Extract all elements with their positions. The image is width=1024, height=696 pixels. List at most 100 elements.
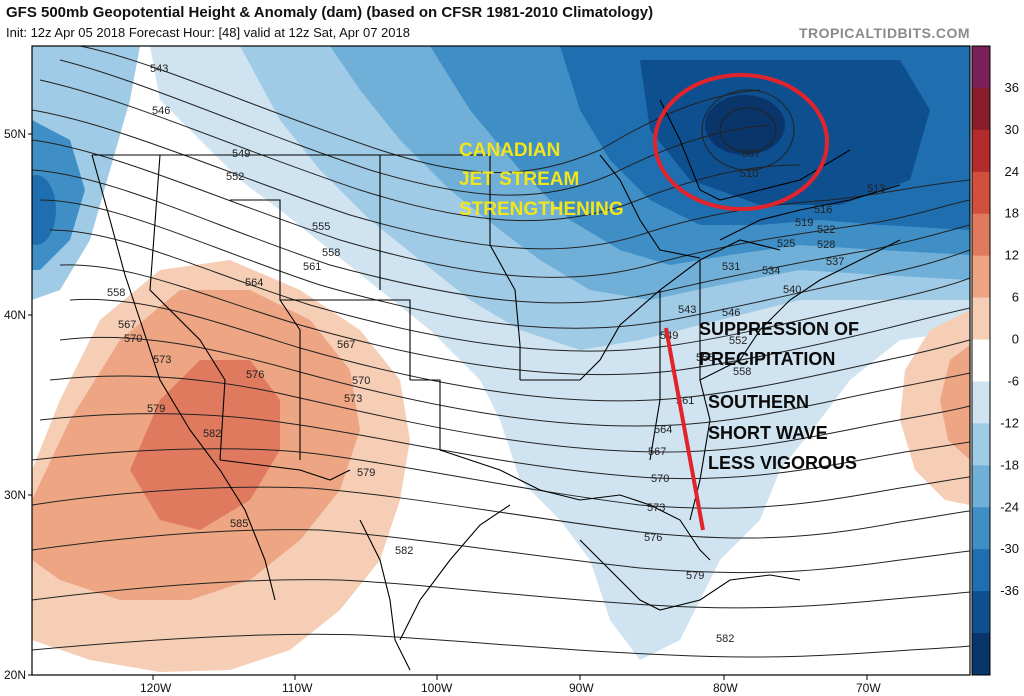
shortwave-axis-line — [664, 327, 705, 531]
contour-label: 552 — [226, 171, 244, 183]
contour-label: 573 — [344, 393, 362, 405]
map-title: GFS 500mb Geopotential Height & Anomaly … — [6, 4, 654, 21]
contour-label: 540 — [783, 284, 801, 296]
colorbar-segment — [972, 507, 990, 550]
contour-label: 585 — [230, 518, 248, 530]
colorbar-tick-label: -18 — [1000, 457, 1019, 472]
contour-label: 513 — [867, 183, 885, 195]
contour-label: 579 — [147, 403, 165, 415]
contour-label: 582 — [203, 428, 221, 440]
contour-label: 573 — [647, 502, 665, 514]
lon-label-100w: 100W — [421, 681, 453, 695]
colorbar-tick-label: -6 — [1007, 373, 1019, 388]
contour-label: 582 — [716, 633, 734, 645]
jet-stream-annotation: CANADIAN JET STREAM STRENGTHENING — [459, 140, 624, 220]
contour-label: 555 — [696, 352, 714, 364]
colorbar-segment — [972, 297, 990, 341]
lon-label-120w: 120W — [140, 681, 172, 695]
contour-label: 567 — [648, 446, 666, 458]
jet-annotation-line-2: JET STREAM — [459, 169, 579, 190]
contour-label: 546 — [152, 105, 170, 117]
contour-label: 555 — [312, 221, 330, 233]
lon-label-110w: 110W — [282, 681, 313, 695]
colorbar-tick-label: -30 — [1000, 541, 1019, 556]
contour-label: 564 — [654, 424, 672, 436]
jet-annotation-line-1: CANADIAN — [459, 140, 560, 161]
contour-label: 552 — [729, 335, 747, 347]
negative-anomaly-core — [640, 60, 930, 205]
colorbar-segment — [972, 213, 990, 257]
colorbar-tick-label: 0 — [1012, 332, 1019, 347]
colorbar-tick-label: -12 — [1000, 415, 1019, 430]
suppression-annotation: SUPPRESSION OF PRECIPITATION — [699, 319, 859, 369]
suppression-annotation-line-1: SUPPRESSION OF — [699, 319, 859, 339]
contour-label: 549 — [232, 148, 250, 160]
colorbar-tick-label: -24 — [1000, 499, 1019, 514]
jet-annotation-line-3: STRENGTHENING — [459, 199, 624, 220]
colorbar-tick-label: 30 — [1005, 122, 1019, 137]
colorbar-tick-label: 36 — [1005, 80, 1019, 95]
colorbar-segment — [972, 591, 990, 634]
suppression-annotation-line-2: PRECIPITATION — [699, 349, 835, 369]
shortwave-annotation-line-2: SHORT WAVE — [708, 423, 828, 443]
contour-label: 579 — [686, 570, 704, 582]
contour-label: 561 — [303, 261, 321, 273]
colorbar-tick-labels: 36 30 24 18 12 6 0 -6 -12 -18 -24 -30 -36 — [1000, 80, 1019, 598]
lat-label-50n: 50N — [4, 127, 26, 141]
geography-lines — [91, 99, 901, 671]
lon-label-70w: 70W — [856, 681, 881, 695]
contour-label: 525 — [777, 238, 795, 250]
contour-label: 573 — [153, 354, 171, 366]
lat-label-40n: 40N — [4, 308, 26, 322]
contour-label: 546 — [722, 307, 740, 319]
map-subtitle: Init: 12z Apr 05 2018 Forecast Hour: [48… — [6, 25, 410, 40]
colorbar-segment — [972, 549, 990, 592]
contour-labels: 543 546 549 552 555 558 561 564 558 567 … — [107, 63, 885, 645]
lat-label-30n: 30N — [4, 488, 26, 502]
colorbar-frame — [971, 45, 991, 676]
contour-label: 564 — [245, 277, 263, 289]
contour-label: 516 — [814, 204, 832, 216]
contour-label: 522 — [817, 224, 835, 236]
colorbar-segment — [972, 633, 990, 676]
contour-label: 510 — [740, 168, 758, 180]
contour-label: 582 — [395, 545, 413, 557]
lon-label-80w: 80W — [713, 681, 738, 695]
colorbar-tick-label: -36 — [1000, 583, 1019, 598]
contour-label: 507 — [742, 148, 760, 160]
atlantic-positive-anomaly-core — [940, 345, 970, 460]
colorbar-tick-label: 6 — [1012, 290, 1019, 305]
pacific-low-center — [32, 175, 56, 245]
contour-label: 543 — [150, 63, 168, 75]
contour-label: 558 — [322, 247, 340, 259]
negative-anomaly-center — [705, 95, 785, 155]
shortwave-annotation-line-3: LESS VIGOROUS — [708, 453, 857, 473]
contour-label: 528 — [817, 239, 835, 251]
contour-label: 558 — [733, 366, 751, 378]
colorbar-segment — [972, 87, 990, 131]
height-contours — [32, 46, 970, 658]
colorbar-segment — [972, 465, 990, 508]
colorbar-tick-label: 24 — [1005, 164, 1019, 179]
colorbar-segment — [972, 423, 990, 466]
longitude-labels: 120W 110W 100W 90W 80W 70W — [140, 675, 881, 695]
lon-label-90w: 90W — [569, 681, 594, 695]
contour-label: 570 — [651, 473, 669, 485]
contour-label: 537 — [826, 256, 844, 268]
colorbar-segment — [972, 129, 990, 173]
brand-watermark: TROPICALTIDBITS.COM — [798, 25, 970, 41]
contour-label: 570 — [124, 333, 142, 345]
contour-label: 558 — [107, 287, 125, 299]
contour-label: 579 — [357, 467, 375, 479]
map-frame — [31, 45, 971, 676]
contour-label: 576 — [644, 532, 662, 544]
colorbar-tick-label: 18 — [1005, 206, 1019, 221]
colorbar-segment — [972, 339, 990, 382]
contour-label: 531 — [722, 261, 740, 273]
contour-label: 567 — [118, 319, 136, 331]
colorbar-segment — [972, 46, 990, 89]
colorbar-segment — [972, 381, 990, 424]
contour-label: 519 — [795, 217, 813, 229]
shortwave-annotation-line-1: SOUTHERN — [708, 392, 809, 412]
